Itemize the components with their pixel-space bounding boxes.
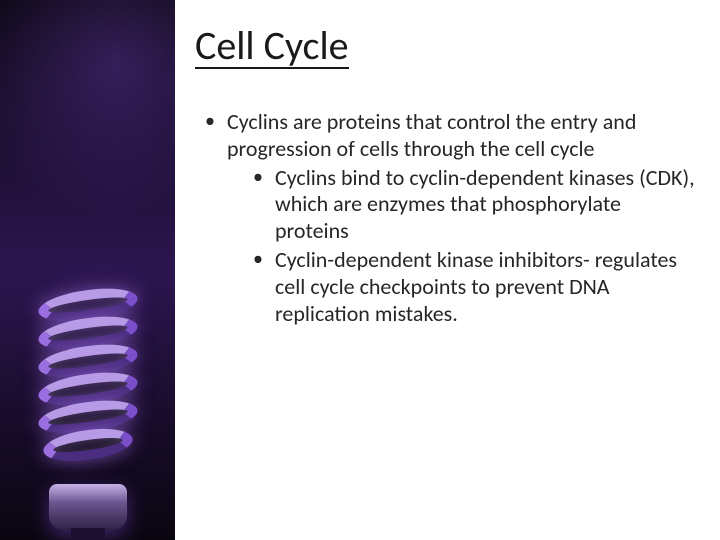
- bullet-list: Cyclins are proteins that control the en…: [195, 109, 695, 328]
- list-item: Cyclins are proteins that control the en…: [203, 109, 695, 328]
- bullet-text: Cyclins bind to cyclin-dependent kinases…: [275, 164, 695, 245]
- cfl-bulb-graphic: [18, 290, 158, 530]
- slide-title: Cell Cycle: [195, 25, 349, 69]
- bulb-base: [49, 484, 127, 530]
- sidebar-decorative: [0, 0, 175, 540]
- bullet-sublist: Cyclins bind to cyclin-dependent kinases…: [227, 165, 695, 328]
- bullet-text: Cyclins are proteins that control the en…: [227, 108, 636, 162]
- bulb-spiral: [28, 290, 148, 490]
- list-item: Cyclins bind to cyclin-dependent kinases…: [251, 165, 695, 245]
- bullet-text: Cyclin-dependent kinase inhibitors- regu…: [275, 246, 677, 327]
- slide-content: Cell Cycle Cyclins are proteins that con…: [195, 25, 695, 330]
- list-item: Cyclin-dependent kinase inhibitors- regu…: [251, 247, 695, 327]
